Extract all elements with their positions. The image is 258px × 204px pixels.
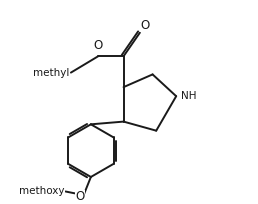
Text: O: O [141,19,150,32]
Text: methoxy: methoxy [19,186,64,196]
Text: O: O [75,190,85,203]
Text: NH: NH [181,91,196,101]
Text: methyl: methyl [33,68,69,78]
Text: O: O [93,39,103,52]
